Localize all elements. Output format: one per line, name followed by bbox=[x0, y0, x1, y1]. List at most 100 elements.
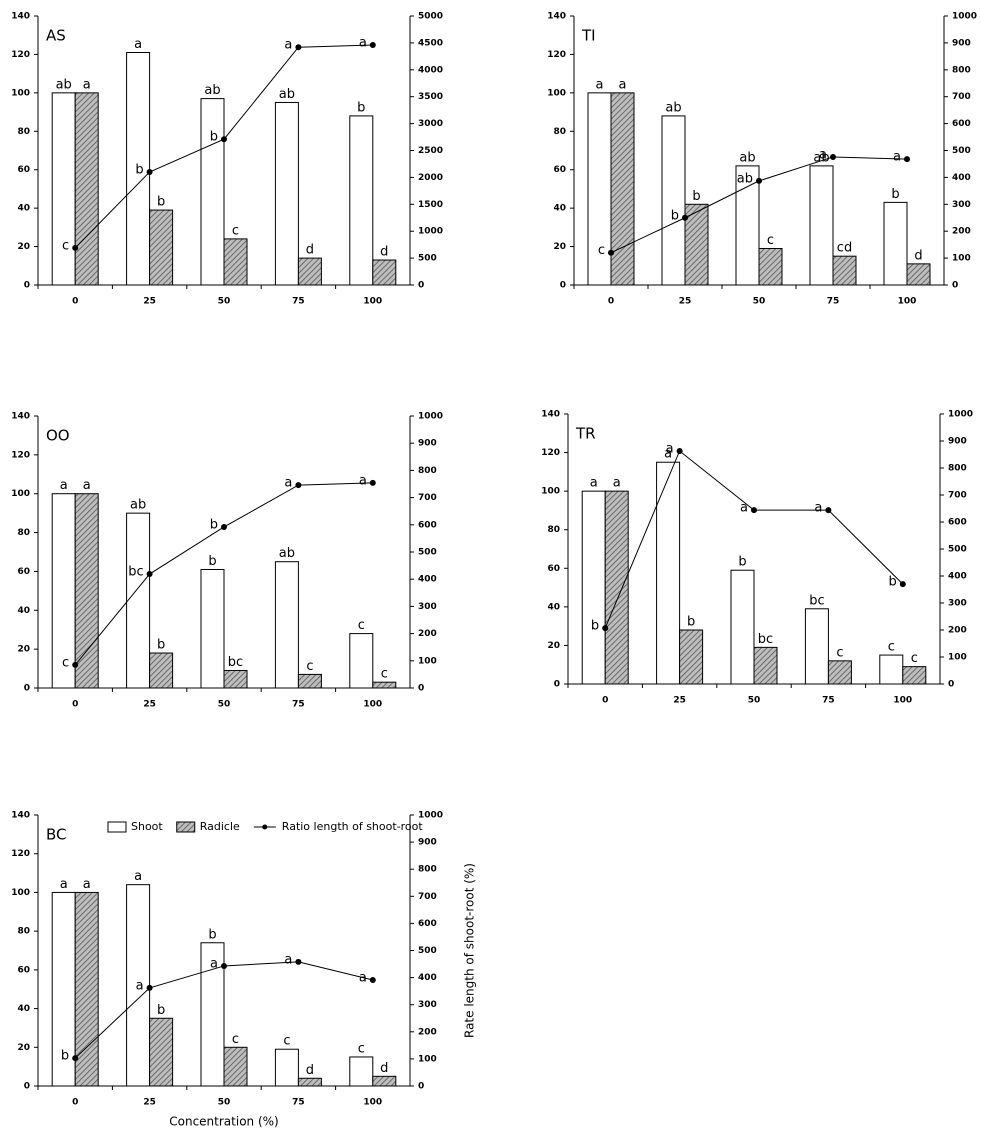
chart-title: TR bbox=[575, 425, 596, 443]
bar bbox=[149, 652, 174, 689]
y-tick-label: 40 bbox=[547, 602, 560, 612]
bar-letter: c bbox=[232, 223, 239, 238]
bar bbox=[661, 115, 686, 286]
y2-tick-label: 1000 bbox=[418, 412, 443, 422]
bar-letter: c bbox=[358, 1041, 365, 1056]
bar-letter: a bbox=[619, 77, 627, 92]
y2-tick-label: 100 bbox=[948, 653, 967, 663]
bar-letter: ab bbox=[739, 150, 755, 165]
y2-tick-label: 600 bbox=[948, 518, 967, 528]
bar-letter: bc bbox=[809, 593, 824, 608]
y2-tick-label: 100 bbox=[418, 656, 437, 666]
x-tick-label: 100 bbox=[363, 297, 382, 307]
y2-tick-label: 0 bbox=[952, 281, 958, 291]
x-tick-label: 0 bbox=[608, 297, 614, 307]
y-tick-label: 0 bbox=[554, 680, 560, 690]
x-tick-label: 100 bbox=[363, 1098, 382, 1108]
ratio-letter: a bbox=[893, 150, 901, 165]
chart-title: BC bbox=[46, 826, 67, 844]
bar-letter: c bbox=[232, 1032, 239, 1047]
y2-tick-label: 600 bbox=[418, 520, 437, 530]
y2-tick-label: 800 bbox=[418, 466, 437, 476]
bar-letter: d bbox=[380, 1061, 388, 1076]
y2-tick-label: 100 bbox=[418, 1054, 437, 1064]
bar bbox=[349, 1056, 374, 1087]
bar bbox=[223, 670, 248, 689]
bar bbox=[809, 165, 834, 286]
ratio-letter: a bbox=[814, 501, 822, 516]
bar bbox=[274, 101, 299, 286]
ratio-point bbox=[608, 249, 614, 256]
y2-tick-label: 2500 bbox=[418, 146, 443, 156]
bar-letter: ab bbox=[130, 498, 146, 513]
x-tick-label: 0 bbox=[72, 700, 78, 710]
bar-letter: c bbox=[767, 233, 774, 248]
ratio-letter: a bbox=[359, 473, 367, 488]
y-tick-label: 0 bbox=[24, 281, 30, 291]
y2-tick-label: 300 bbox=[418, 602, 437, 612]
x-tick-label: 0 bbox=[72, 1098, 78, 1108]
y-tick-label: 100 bbox=[11, 88, 30, 98]
y-tick-label: 40 bbox=[553, 204, 566, 214]
y2-tick-label: 700 bbox=[418, 493, 437, 503]
bar bbox=[126, 52, 151, 286]
y2-tick-label: 700 bbox=[418, 892, 437, 902]
x-tick-label: 25 bbox=[143, 297, 156, 307]
y2-tick-label: 700 bbox=[952, 92, 971, 102]
y-tick-label: 140 bbox=[541, 410, 560, 420]
x-tick-label: 50 bbox=[753, 297, 766, 307]
y2-tick-label: 0 bbox=[948, 680, 954, 690]
y2-tick-label: 500 bbox=[948, 545, 967, 555]
bar-letter: c bbox=[836, 645, 843, 660]
ratio-letter: b bbox=[210, 130, 218, 145]
x-tick-label: 25 bbox=[143, 700, 156, 710]
x-tick-label: 75 bbox=[827, 297, 840, 307]
y2-tick-label: 900 bbox=[948, 437, 967, 447]
bar-letter: bc bbox=[758, 632, 773, 647]
y2-tick-label: 500 bbox=[418, 548, 437, 558]
bar bbox=[149, 1017, 174, 1087]
bar bbox=[297, 1077, 322, 1087]
ratio-point bbox=[682, 214, 688, 221]
y2-tick-label: 500 bbox=[952, 146, 971, 156]
y2-tick-label: 0 bbox=[418, 684, 424, 694]
bar bbox=[200, 942, 225, 1087]
bar-letter: b bbox=[738, 555, 746, 570]
y2-tick-label: 400 bbox=[418, 973, 437, 983]
ratio-point bbox=[899, 581, 906, 588]
bar bbox=[349, 633, 374, 689]
ratio-letter: a bbox=[359, 36, 367, 51]
ratio-letter: a bbox=[210, 956, 218, 971]
bar bbox=[297, 257, 322, 286]
y2-tick-label: 1000 bbox=[952, 12, 977, 22]
x-tick-label: 75 bbox=[292, 700, 305, 710]
y-tick-label: 100 bbox=[547, 88, 566, 98]
ratio-point bbox=[602, 625, 609, 632]
x-tick-label: 100 bbox=[893, 696, 912, 706]
ratio-point bbox=[146, 169, 153, 176]
y-tick-label: 120 bbox=[541, 448, 560, 458]
x-tick-label: 25 bbox=[673, 696, 686, 706]
bar bbox=[883, 201, 908, 286]
y2-axis-title: Rate length of shoot-root (%) bbox=[463, 863, 477, 1038]
ratio-point bbox=[146, 984, 153, 991]
y2-tick-label: 5000 bbox=[418, 12, 443, 22]
bar bbox=[581, 490, 606, 685]
bar bbox=[200, 98, 225, 286]
ratio-point bbox=[72, 244, 79, 251]
legend-swatch bbox=[107, 821, 127, 833]
bar-letter: a bbox=[590, 476, 598, 491]
y-tick-label: 40 bbox=[17, 606, 30, 616]
y2-tick-label: 200 bbox=[418, 629, 437, 639]
y-tick-label: 60 bbox=[17, 567, 30, 577]
panel: 0204060801001201400100200300400500600700… bbox=[11, 412, 443, 710]
y-tick-label: 20 bbox=[17, 242, 30, 252]
y-tick-label: 80 bbox=[17, 528, 30, 538]
y2-tick-label: 0 bbox=[418, 1082, 424, 1092]
y2-tick-label: 0 bbox=[418, 281, 424, 291]
bar-letter: cd bbox=[837, 241, 852, 256]
bar bbox=[906, 263, 931, 286]
bar-letter: ab bbox=[56, 77, 72, 92]
